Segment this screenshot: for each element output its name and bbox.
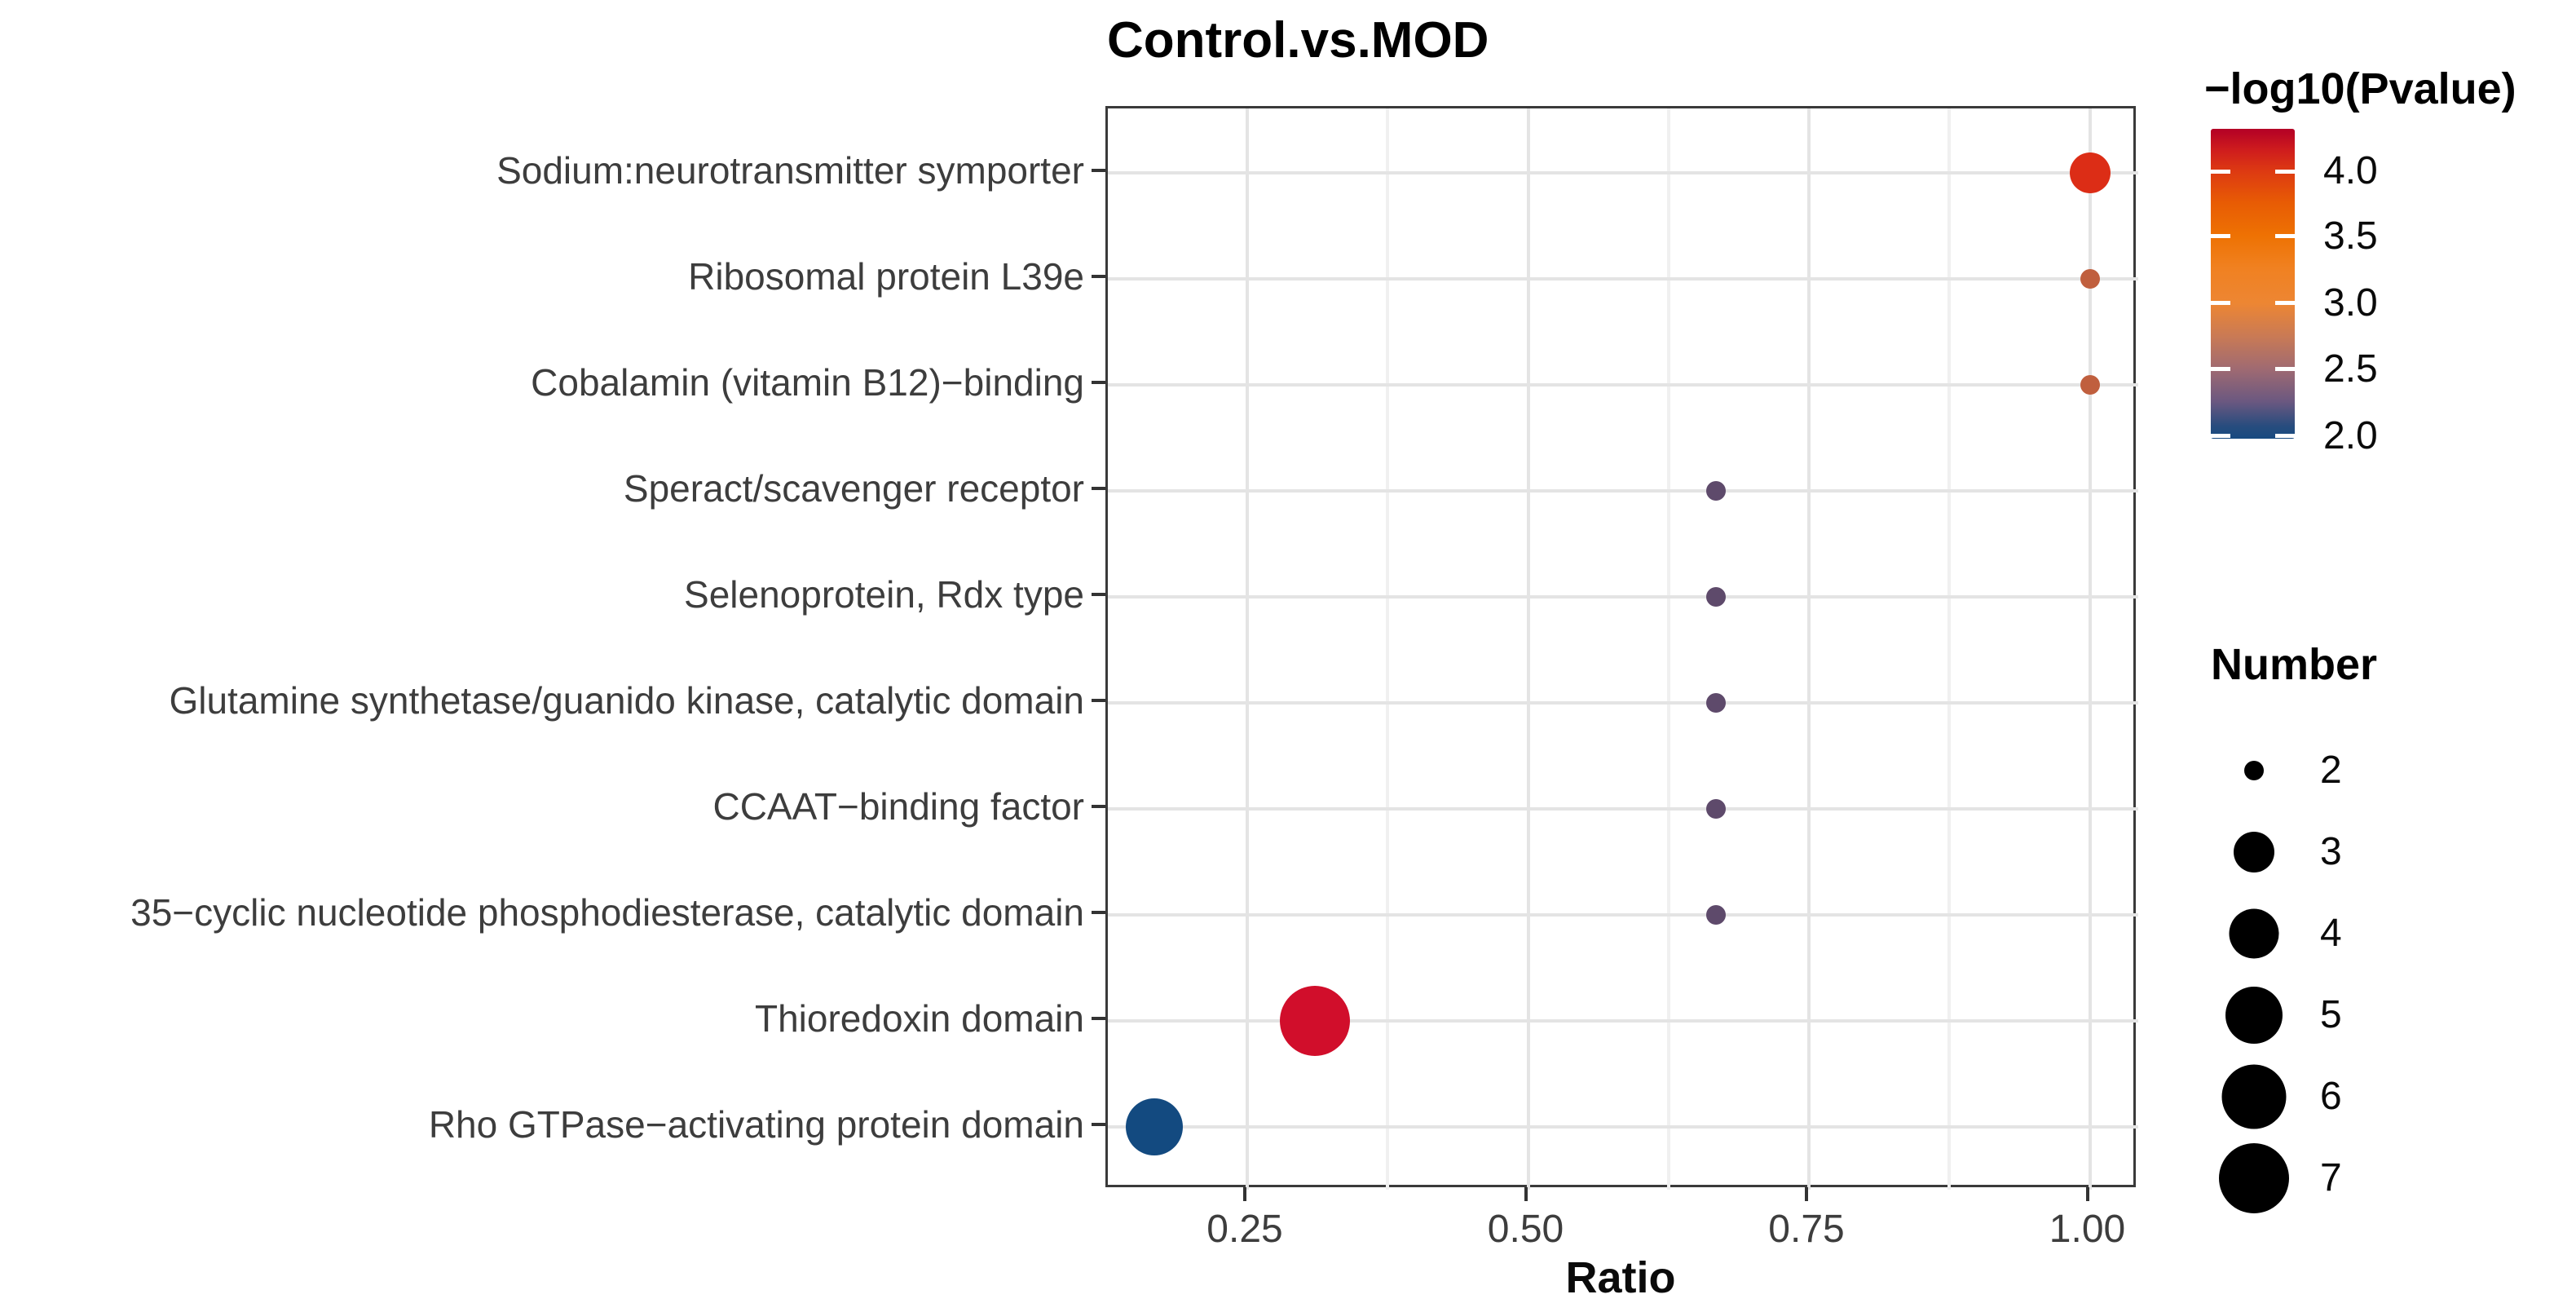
size-legend-dot: [2229, 908, 2279, 959]
color-legend-tick-label: 3.5: [2323, 214, 2378, 258]
y-axis-label: Rho GTPase−activating protein domain: [428, 1103, 1084, 1146]
gridline-vertical-minor: [1947, 108, 1952, 1190]
gridline-horizontal-major: [1108, 595, 2138, 599]
y-axis-tick-mark: [1092, 593, 1105, 596]
x-axis-tick-label: 0.50: [1487, 1208, 1564, 1251]
gridline-vertical-minor: [1386, 108, 1390, 1190]
color-legend-tick-dash-left: [2211, 367, 2230, 372]
gridline-vertical-minor: [1666, 108, 1670, 1190]
gridline-horizontal-major: [1108, 913, 2138, 917]
y-axis-tick-mark: [1092, 487, 1105, 490]
data-point: [2080, 375, 2100, 395]
size-legend-label: 7: [2320, 1156, 2342, 1199]
gridline-horizontal-major: [1108, 383, 2138, 387]
y-axis-tick-mark: [1092, 1123, 1105, 1126]
color-legend-tick-dash-left: [2211, 234, 2230, 239]
gridline-horizontal-major: [1108, 1125, 2138, 1129]
x-axis-tick-mark: [2085, 1187, 2089, 1201]
data-point: [1705, 481, 1726, 501]
y-axis-label: Glutamine synthetase/guanido kinase, cat…: [169, 679, 1084, 722]
color-legend-tick-dash-left: [2211, 169, 2230, 174]
size-legend-dot: [2221, 1064, 2287, 1129]
size-legend-title: Number: [2211, 640, 2378, 689]
y-axis-tick-mark: [1092, 1017, 1105, 1020]
y-axis-label: Speract/scavenger receptor: [623, 467, 1084, 510]
y-axis-label: Thioredoxin domain: [754, 997, 1084, 1040]
color-legend-tick-label: 2.5: [2323, 347, 2378, 391]
size-legend-dot: [2225, 987, 2283, 1044]
color-legend-tick-dash-right: [2275, 367, 2295, 372]
color-legend-tick-dash-right: [2275, 234, 2295, 239]
y-axis-tick-mark: [1092, 169, 1105, 172]
data-point: [1279, 986, 1350, 1056]
gridline-vertical-major: [1246, 108, 1249, 1190]
y-axis-label: Ribosomal protein L39e: [688, 255, 1084, 298]
y-axis-tick-mark: [1092, 911, 1105, 914]
size-legend-dot: [2244, 761, 2264, 780]
y-axis-label: CCAAT−binding factor: [712, 785, 1084, 828]
x-axis-tick-mark: [1243, 1187, 1246, 1201]
size-legend-label: 6: [2320, 1075, 2342, 1118]
color-legend-tick-dash-right: [2275, 301, 2295, 306]
gridline-vertical-major: [1807, 108, 1811, 1190]
color-legend-tick-label: 3.0: [2323, 281, 2378, 325]
size-legend-label: 4: [2320, 912, 2342, 955]
y-axis-label: 35−cyclic nucleotide phosphodiesterase, …: [130, 891, 1084, 934]
gridline-horizontal-major: [1108, 489, 2138, 493]
gridline-vertical-major: [1526, 108, 1530, 1190]
size-legend-label: 5: [2320, 993, 2342, 1036]
x-axis-title: Ratio: [1565, 1253, 1676, 1302]
x-axis-tick-label: 1.00: [2049, 1208, 2126, 1251]
color-legend-tick-dash-right: [2275, 434, 2295, 439]
gridline-horizontal-major: [1108, 1019, 2138, 1023]
data-point: [1705, 587, 1726, 607]
x-axis-tick-mark: [1805, 1187, 1808, 1201]
y-axis-label: Cobalamin (vitamin B12)−binding: [531, 361, 1084, 404]
color-legend-tick-dash-left: [2211, 301, 2230, 306]
data-point: [1705, 799, 1726, 819]
color-legend-tick-label: 4.0: [2323, 149, 2378, 193]
color-legend-tick-dash-right: [2275, 169, 2295, 174]
color-legend-tick-dash-left: [2211, 434, 2230, 439]
color-legend-tick-label: 2.0: [2323, 413, 2378, 457]
gridline-horizontal-major: [1108, 171, 2138, 174]
x-axis-tick-label: 0.75: [1768, 1208, 1845, 1251]
plot-title: Control.vs.MOD: [1107, 12, 1489, 68]
data-point: [1705, 905, 1726, 925]
gridline-horizontal-major: [1108, 277, 2138, 281]
x-axis-tick-mark: [1524, 1187, 1528, 1201]
gridline-horizontal-major: [1108, 807, 2138, 811]
y-axis-tick-mark: [1092, 275, 1105, 278]
x-axis-tick-label: 0.25: [1206, 1208, 1283, 1251]
data-point: [1125, 1098, 1183, 1155]
size-legend-dot: [2219, 1143, 2289, 1213]
y-axis-tick-mark: [1092, 805, 1105, 808]
y-axis-tick-mark: [1092, 381, 1105, 384]
plot-panel: [1105, 106, 2138, 1190]
color-legend-gradient-bar: [2211, 129, 2295, 439]
size-legend-label: 2: [2320, 749, 2342, 792]
y-axis-tick-mark: [1092, 699, 1105, 702]
data-point: [2080, 269, 2100, 289]
data-point: [1705, 693, 1726, 713]
y-axis-label: Selenoprotein, Rdx type: [684, 573, 1084, 616]
color-legend-title: −log10(Pvalue): [2204, 64, 2516, 113]
size-legend-dot: [2234, 832, 2274, 872]
data-point: [2069, 152, 2111, 193]
gridline-vertical-major: [2088, 108, 2092, 1190]
y-axis-label: Sodium:neurotransmitter symporter: [496, 149, 1084, 192]
size-legend-label: 3: [2320, 830, 2342, 873]
gridline-horizontal-major: [1108, 701, 2138, 705]
